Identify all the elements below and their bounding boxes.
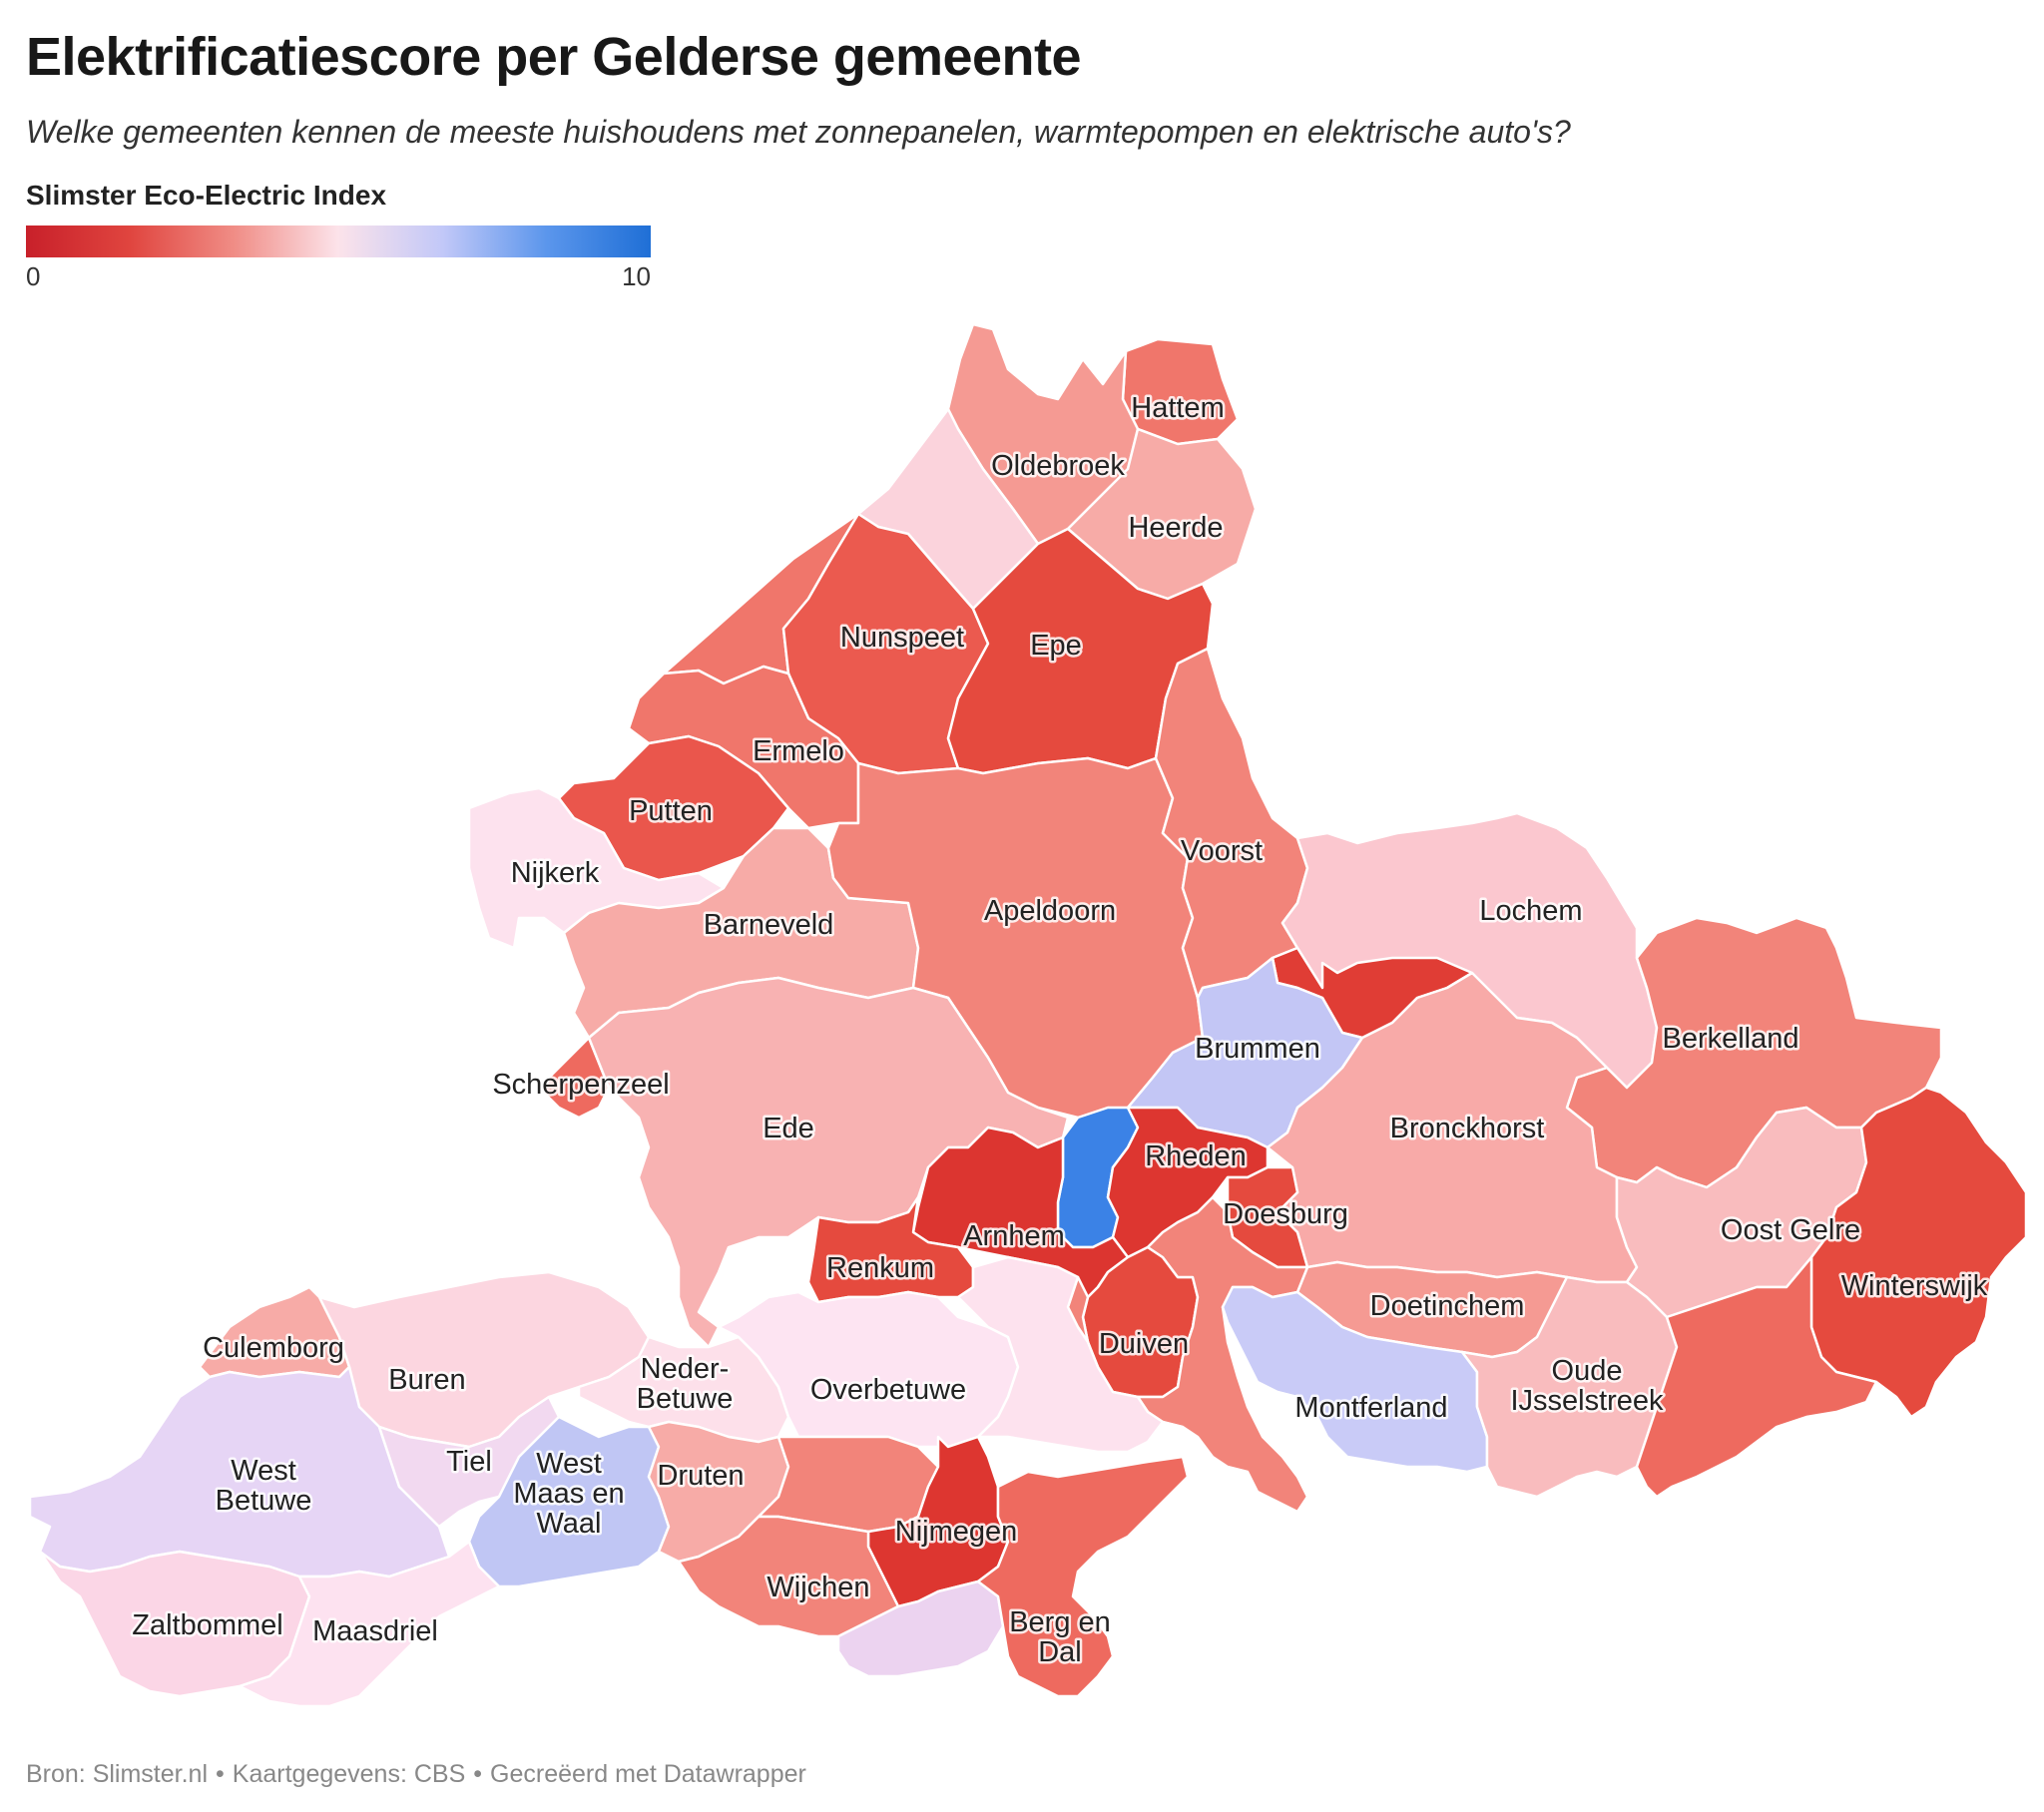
- color-legend: Slimster Eco-Electric Index 0 10: [26, 180, 655, 295]
- chart-title: Elektrificatiescore per Gelderse gemeent…: [26, 27, 1082, 87]
- footer-source: Bron: Slimster.nl: [26, 1760, 209, 1788]
- label-montferland: Montferland: [1294, 1392, 1447, 1424]
- label-berkelland: Berkelland: [1662, 1023, 1798, 1055]
- label-putten: Putten: [629, 795, 713, 827]
- municipality-zevenaar[interactable]: [1136, 1195, 1309, 1514]
- label-nijkerk: Nijkerk: [511, 857, 600, 889]
- label-winterswijk: Winterswijk: [1841, 1270, 1988, 1302]
- label-doetinchem: Doetinchem: [1370, 1290, 1525, 1322]
- label-oostgelre: Oost Gelre: [1721, 1214, 1860, 1246]
- legend-min-label: 0: [26, 261, 41, 291]
- label-culemborg: Culemborg: [203, 1332, 344, 1364]
- label-heerde: Heerde: [1128, 512, 1223, 544]
- label-nederbetuwe: Neder-Betuwe: [637, 1353, 734, 1415]
- label-wijchen: Wijchen: [766, 1572, 869, 1603]
- label-buren: Buren: [388, 1364, 465, 1396]
- label-apeldoorn: Apeldoorn: [984, 895, 1116, 927]
- label-doesburg: Doesburg: [1223, 1198, 1348, 1230]
- municipality-maasdriel[interactable]: [238, 1540, 501, 1708]
- legend-ticks: 0 10: [26, 261, 655, 295]
- label-arnhem: Arnhem: [963, 1220, 1065, 1252]
- footer-credits: Bron: Slimster.nl • Kaartgegevens: CBS • Gec…: [26, 1760, 806, 1789]
- municipality-lingewaard[interactable]: [956, 1255, 1165, 1454]
- label-lochem: Lochem: [1479, 895, 1582, 927]
- label-barneveld: Barneveld: [704, 909, 834, 941]
- label-epe: Epe: [1030, 630, 1082, 662]
- footer-separator: •: [473, 1760, 483, 1788]
- label-overbetuwe: Overbetuwe: [810, 1374, 966, 1406]
- label-westbetuwe: West Betuwe: [216, 1455, 312, 1517]
- label-tiel: Tiel: [446, 1446, 492, 1478]
- municipality-aalten[interactable]: [1635, 1255, 1878, 1499]
- label-oldebroek: Oldebroek: [991, 450, 1125, 482]
- legend-title: Slimster Eco-Electric Index: [26, 180, 387, 211]
- label-hattem: Hattem: [1131, 392, 1224, 424]
- label-duiven: Duiven: [1099, 1328, 1189, 1360]
- label-rheden: Rheden: [1145, 1140, 1247, 1172]
- label-bronckhorst: Bronckhorst: [1390, 1113, 1545, 1144]
- footer-separator: •: [216, 1760, 225, 1788]
- legend-gradient-bar: [26, 226, 651, 257]
- legend-max-label: 10: [622, 261, 651, 291]
- label-brummen: Brummen: [1195, 1033, 1320, 1065]
- label-nunspeet: Nunspeet: [840, 622, 964, 654]
- footer-created: Gecreëerd met Datawrapper: [490, 1760, 806, 1788]
- label-renkum: Renkum: [826, 1252, 934, 1284]
- label-voorst: Voorst: [1181, 835, 1263, 867]
- label-maasdriel: Maasdriel: [312, 1615, 438, 1647]
- label-ermelo: Ermelo: [753, 735, 844, 767]
- label-zaltbommel: Zaltbommel: [132, 1609, 283, 1641]
- gelderland-map: Hattem Oldebroek Heerde Nunspeet Epe Ermelo Pu…: [0, 299, 2044, 1746]
- chart-subtitle: Welke gemeenten kennen de meeste huishou…: [26, 114, 1571, 150]
- label-nijmegen: Nijmegen: [895, 1516, 1018, 1548]
- label-ede: Ede: [763, 1113, 814, 1144]
- label-scherpenzeel: Scherpenzeel: [492, 1069, 669, 1101]
- label-oudeijsselstreek: Oude IJsselstreek: [1510, 1355, 1664, 1417]
- footer-mapdata: Kaartgegevens: CBS: [232, 1760, 466, 1788]
- municipality-berg-en-dal[interactable]: [976, 1455, 1190, 1698]
- label-bergendal: Berg en Dal: [1009, 1606, 1111, 1668]
- label-druten: Druten: [657, 1460, 744, 1492]
- label-westmaasenwaal: West Maas en Waal: [513, 1448, 624, 1540]
